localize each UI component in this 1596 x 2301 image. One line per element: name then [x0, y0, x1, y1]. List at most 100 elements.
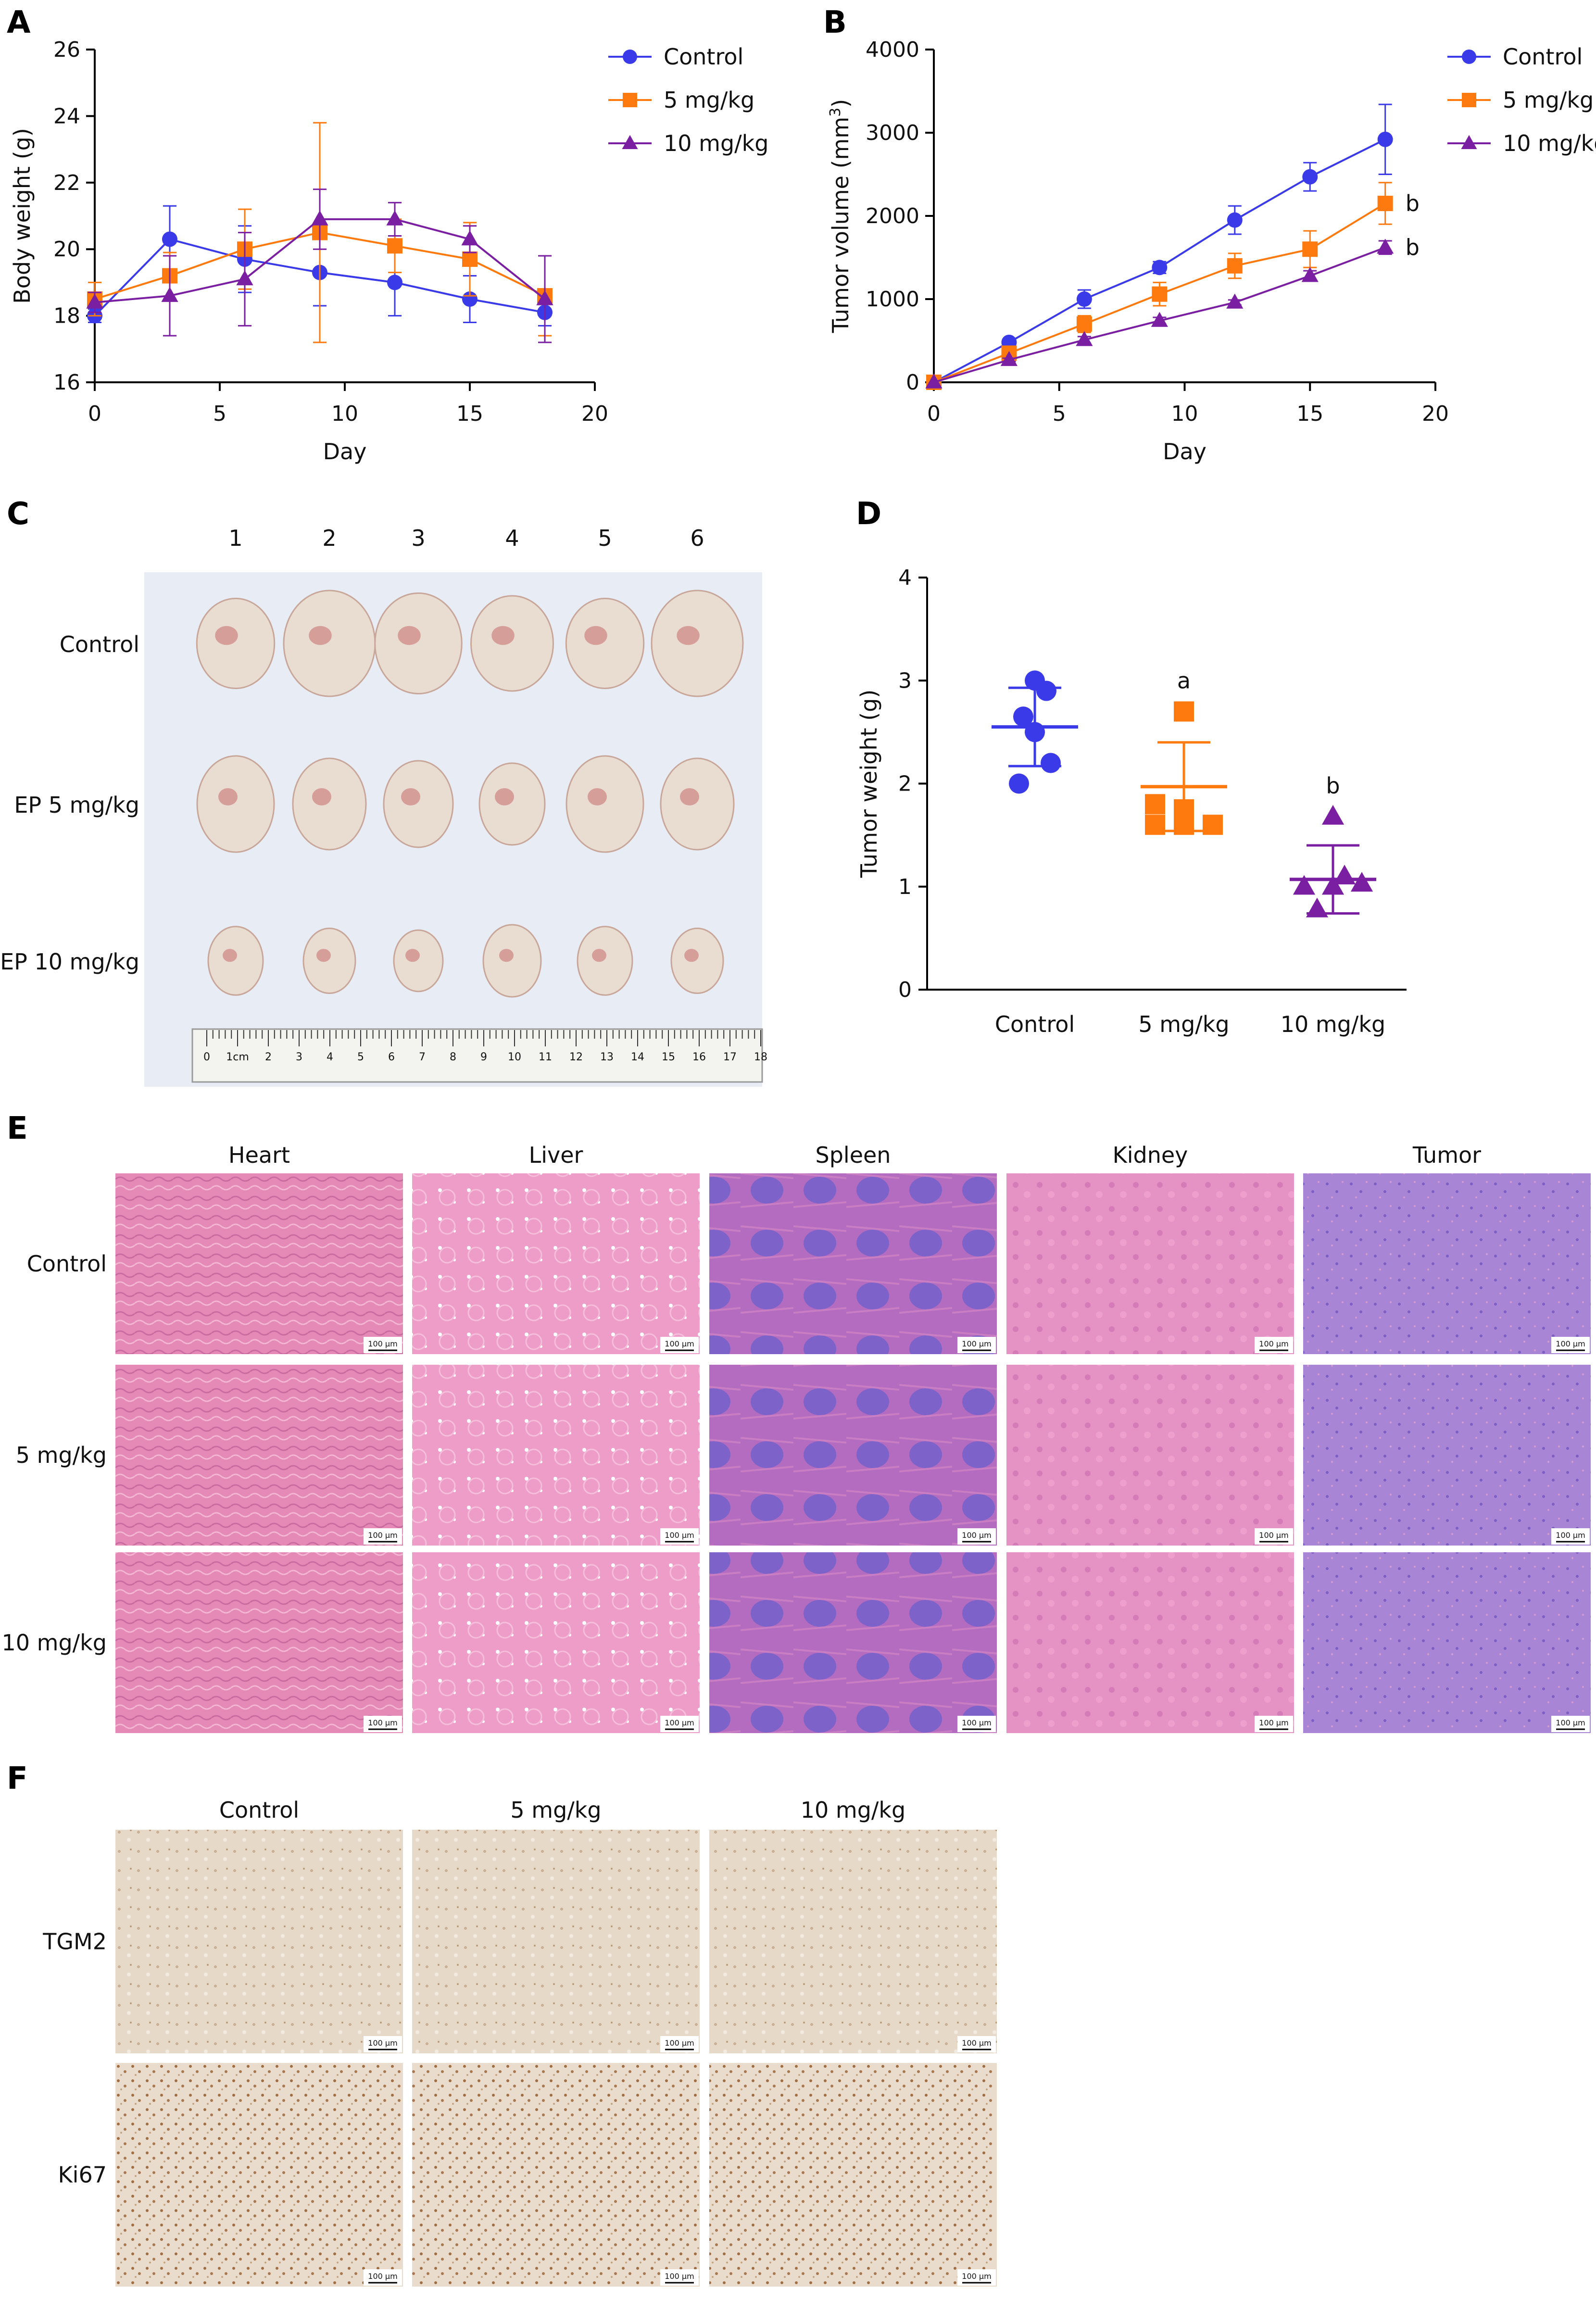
- x-axis-title: Day: [1163, 439, 1206, 465]
- histology-row-label: Ki67: [58, 2162, 107, 2188]
- significance-annotation: b: [1326, 773, 1340, 799]
- scale-bar-label: 100 μm: [1556, 1339, 1585, 1348]
- data-point: [161, 287, 178, 302]
- scale-bar-label: 100 μm: [368, 2272, 397, 2281]
- histology-image: [1303, 1552, 1591, 1733]
- histology-image: [709, 1173, 997, 1354]
- histology-image: [412, 2063, 700, 2287]
- tumor-sample: [660, 757, 735, 851]
- ruler-label: 9: [480, 1051, 487, 1063]
- scale-bar-label: 100 μm: [1259, 1531, 1288, 1540]
- y-tick-label: 1000: [866, 287, 919, 312]
- he-histology-grid: Heart Liver Spleen Kidney Tumor Control 100 μm…: [2, 1142, 1591, 1733]
- data-point: [1227, 212, 1243, 228]
- ruler-label: 10: [508, 1051, 521, 1063]
- histology-row-label: 10 mg/kg: [2, 1630, 107, 1656]
- data-point: [1377, 196, 1393, 212]
- y-tick-label: 2000: [866, 204, 919, 228]
- y-tick-label: 3: [898, 668, 912, 693]
- tumor-blood-spot: [588, 788, 607, 805]
- data-point: [1293, 875, 1316, 895]
- legend-marker: [622, 135, 638, 149]
- data-point: [387, 275, 402, 290]
- y-tick-label: 24: [53, 104, 80, 128]
- legend-marker: [623, 50, 637, 64]
- histology-image: [1303, 1173, 1591, 1354]
- y-tick-label: 0: [898, 978, 912, 1002]
- histology-column-label: Heart: [228, 1142, 290, 1168]
- histology-image: [115, 2063, 403, 2287]
- data-point: [162, 231, 177, 247]
- data-point: [1013, 706, 1033, 727]
- ruler-label: 2: [265, 1051, 272, 1063]
- data-point: [387, 238, 402, 254]
- ruler-label: 1cm: [226, 1051, 249, 1063]
- tumor-blood-spot: [499, 949, 514, 962]
- x-tick-label: 15: [456, 402, 483, 426]
- scale-bar-label: 100 μm: [665, 1531, 694, 1540]
- panel-label-d: D: [856, 496, 881, 532]
- panel-label-f: F: [7, 1761, 28, 1797]
- scale-bar-label: 100 μm: [665, 2038, 694, 2048]
- scale-bar-label: 100 μm: [368, 2038, 397, 2048]
- data-point: [1350, 872, 1373, 892]
- panel-label-a: A: [7, 5, 31, 40]
- tumor-blood-spot: [401, 788, 420, 805]
- tumor-blood-spot: [680, 788, 699, 805]
- x-tick-label: 10: [1171, 402, 1198, 426]
- x-tick-label: 15: [1296, 402, 1323, 426]
- ruler-label: 16: [692, 1051, 706, 1063]
- ruler-label: 11: [539, 1051, 552, 1063]
- y-tick-label: 4000: [866, 38, 919, 62]
- y-axis-title: Body weight (g): [9, 128, 35, 304]
- histology-row-label: 5 mg/kg: [16, 1442, 107, 1468]
- x-axis-title: Day: [323, 439, 367, 465]
- histology-column-label: 10 mg/kg: [801, 1797, 906, 1823]
- histology-image: [709, 1830, 997, 2053]
- tumor-sample: [470, 595, 554, 692]
- y-tick-label: 3000: [866, 121, 919, 145]
- histology-image: [412, 1830, 700, 2053]
- data-point: [1226, 293, 1244, 309]
- tumor-blood-spot: [398, 626, 421, 645]
- histology-image: [1006, 1173, 1294, 1354]
- x-tick-label: 5: [213, 402, 226, 426]
- y-axis-title: Tumor volume (mm3): [827, 99, 854, 333]
- data-point: [311, 210, 328, 226]
- data-point: [461, 230, 478, 246]
- data-point: [1377, 239, 1394, 254]
- x-tick-label: 5 mg/kg: [1138, 1011, 1229, 1037]
- tumor-sample: [292, 757, 367, 851]
- tumor-sample: [393, 929, 444, 993]
- tumor-blood-spot: [405, 949, 420, 962]
- tumor-blood-spot: [218, 788, 238, 805]
- data-point: [925, 373, 943, 389]
- tumor-blood-spot: [491, 626, 515, 645]
- significance-annotation: b: [1406, 235, 1420, 261]
- data-point: [462, 251, 478, 267]
- scale-bar-label: 100 μm: [1259, 1718, 1288, 1727]
- data-point: [1301, 267, 1319, 282]
- legend-marker: [623, 93, 637, 107]
- data-point: [536, 290, 553, 305]
- data-point: [1152, 260, 1168, 276]
- data-point: [1041, 753, 1061, 773]
- scale-bar-label: 100 μm: [368, 1531, 397, 1540]
- y-tick-label: 22: [53, 171, 80, 195]
- photo-row-label: EP 5 mg/kg: [14, 792, 139, 818]
- y-tick-label: 26: [53, 38, 80, 62]
- y-tick-label: 1: [898, 875, 912, 899]
- scale-bar-label: 100 μm: [665, 2272, 694, 2281]
- scale-bar-label: 100 μm: [962, 2038, 991, 2048]
- legend-marker: [1462, 93, 1476, 107]
- significance-annotation: b: [1406, 190, 1420, 216]
- data-point: [1076, 291, 1092, 307]
- histology-row-label: TGM2: [42, 1929, 107, 1955]
- histology-image: [1006, 1365, 1294, 1546]
- data-point: [1152, 286, 1168, 302]
- data-point: [1000, 351, 1018, 366]
- scale-bar-label: 100 μm: [665, 1718, 694, 1727]
- x-tick-label: 10 mg/kg: [1281, 1011, 1386, 1037]
- histology-image: [709, 1365, 997, 1546]
